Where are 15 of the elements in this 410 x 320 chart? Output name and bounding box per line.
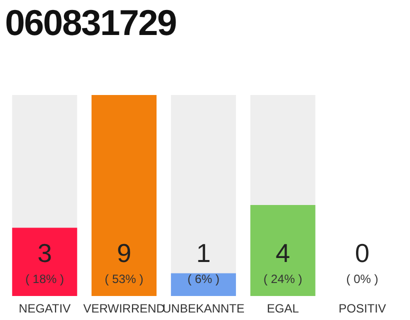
- x-tick-label: EGAL: [266, 302, 300, 316]
- annotation: 3: [36, 238, 53, 269]
- annotation: 0: [354, 238, 371, 269]
- annotation: 4: [274, 238, 292, 269]
- bar: [170, 273, 236, 296]
- data-label: ( 18% ): [24, 272, 66, 286]
- chart-title: 060831729: [5, 2, 176, 44]
- data-label: ( 24% ): [262, 272, 304, 286]
- x-tick-label: NEGATIV: [18, 302, 71, 316]
- annotation: 9: [116, 238, 132, 269]
- data-label: ( 6% ): [186, 272, 220, 286]
- data-label: ( 53% ): [104, 272, 144, 286]
- data-label: ( 0% ): [345, 272, 380, 286]
- annotation: 1: [195, 238, 212, 269]
- x-tick-label: POSITIV: [338, 302, 386, 316]
